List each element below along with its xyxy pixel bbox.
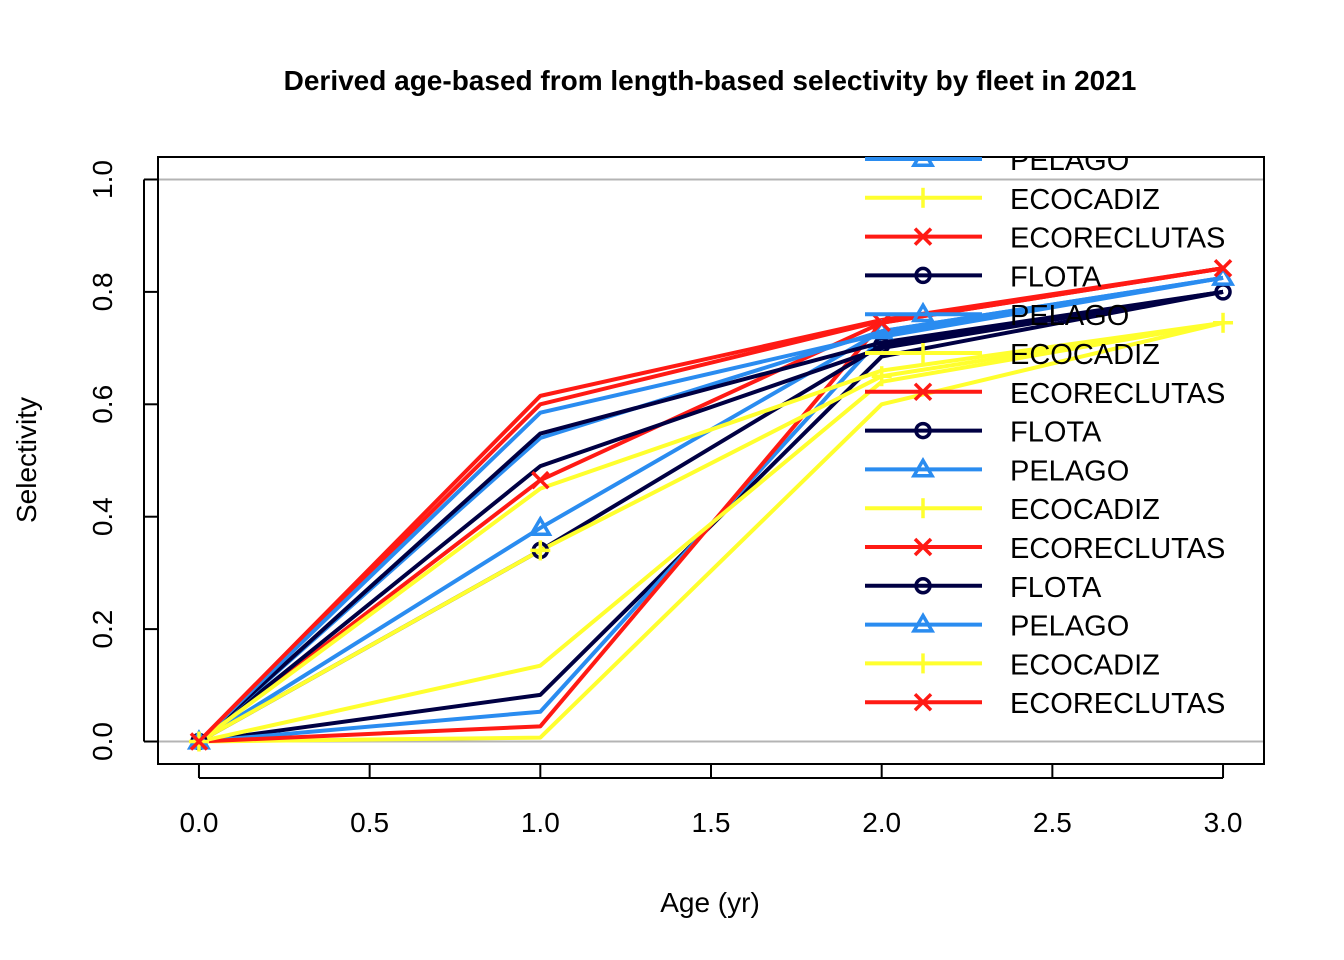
point-ecoreclutas-1 bbox=[531, 470, 550, 490]
point-pelago-1 bbox=[528, 515, 553, 536]
legend-item-ecoreclutas: ECORECLUTAS bbox=[865, 533, 1225, 565]
legend-label: ECORECLUTAS bbox=[1010, 533, 1225, 565]
legend-label: ECORECLUTAS bbox=[1010, 378, 1225, 410]
series-line-13-pelago bbox=[197, 275, 1224, 743]
y-tick-label: 0.4 bbox=[87, 497, 118, 536]
legend-label: ECOCADIZ bbox=[1010, 649, 1160, 681]
legend: PELAGO ECOCADIZ ECORECLUTAS FLOTA PELAGO ECOC… bbox=[865, 145, 1225, 720]
legend-marker-cross bbox=[913, 227, 933, 246]
legend-label: ECOCADIZ bbox=[1010, 494, 1160, 526]
legend-marker-triangle bbox=[910, 157, 936, 168]
legend-item-ecocadiz: ECOCADIZ bbox=[865, 184, 1160, 216]
legend-label: ECOCADIZ bbox=[1010, 184, 1160, 216]
y-axis: 0.0 0.2 0.4 0.6 0.8 1.0 bbox=[87, 160, 158, 761]
legend-marker-plus bbox=[913, 498, 933, 519]
legend-item-ecocadiz: ECOCADIZ bbox=[865, 649, 1160, 681]
legend-label: PELAGO bbox=[1010, 300, 1129, 332]
legend-label: ECOCADIZ bbox=[1010, 339, 1160, 371]
y-tick-label: 0.2 bbox=[87, 610, 118, 649]
legend-marker-cross bbox=[913, 692, 933, 712]
point-pelago-3 bbox=[1210, 265, 1236, 286]
x-tick-label: 1.0 bbox=[521, 807, 560, 838]
legend-item-ecoreclutas: ECORECLUTAS bbox=[865, 223, 1225, 255]
legend-marker-triangle bbox=[910, 612, 936, 633]
series-line-14-ecocadiz bbox=[197, 320, 1224, 744]
y-tick-label: 0.8 bbox=[87, 272, 118, 311]
point-ecocadiz-2 bbox=[871, 366, 892, 387]
series-line-10-ecocadiz bbox=[198, 320, 1224, 744]
legend-marker-plus bbox=[913, 653, 933, 674]
series-line-2-ecocadiz bbox=[198, 320, 1224, 744]
x-tick-label: 3.0 bbox=[1204, 807, 1243, 838]
legend-item-ecocadiz: ECOCADIZ bbox=[865, 339, 1160, 371]
legend-marker-triangle bbox=[910, 301, 936, 323]
series-line-12-flota bbox=[197, 289, 1224, 744]
point-ecoreclutas-0 bbox=[189, 732, 209, 751]
legend-item-flota: FLOTA bbox=[865, 417, 1102, 449]
x-axis: 0.0 0.5 1.0 1.5 2.0 2.5 3.0 bbox=[179, 764, 1243, 838]
point-ecoreclutas-2 bbox=[872, 313, 891, 333]
legend-label: FLOTA bbox=[1010, 417, 1102, 449]
x-tick-label: 0.0 bbox=[179, 807, 218, 838]
legend-label: ECORECLUTAS bbox=[1010, 223, 1225, 255]
series-line-6-ecocadiz bbox=[197, 320, 1224, 744]
y-axis-label: Selectivity bbox=[11, 397, 42, 523]
chart-title: Derived age-based from length-based sele… bbox=[284, 65, 1137, 96]
plot-area bbox=[158, 178, 1264, 752]
point-ecoreclutas-3 bbox=[1213, 259, 1233, 278]
legend-label: PELAGO bbox=[1010, 611, 1129, 643]
point-pelago-2 bbox=[869, 318, 894, 340]
legend-item-flota: FLOTA bbox=[865, 261, 1102, 293]
point-ecocadiz-1 bbox=[530, 540, 551, 561]
legend-item-ecoreclutas: ECORECLUTAS bbox=[865, 688, 1225, 720]
legend-marker-circle bbox=[914, 577, 932, 595]
y-tick-label: 1.0 bbox=[87, 160, 118, 199]
legend-item-pelago: PELAGO bbox=[865, 611, 1129, 643]
legend-item-pelago: PELAGO bbox=[865, 145, 1129, 177]
legend-item-pelago: PELAGO bbox=[865, 455, 1129, 487]
legend-label: PELAGO bbox=[1010, 145, 1129, 177]
series-line-15-ecoreclutas bbox=[197, 266, 1224, 743]
legend-item-pelago: PELAGO bbox=[865, 300, 1129, 332]
legend-label: FLOTA bbox=[1010, 261, 1102, 293]
legend-item-ecocadiz: ECOCADIZ bbox=[865, 494, 1160, 526]
legend-label: FLOTA bbox=[1010, 572, 1102, 604]
x-tick-label: 2.0 bbox=[862, 807, 901, 838]
legend-marker-plus bbox=[913, 343, 933, 363]
legend-entries: PELAGO ECOCADIZ ECORECLUTAS FLOTA PELAGO ECOC… bbox=[865, 145, 1225, 720]
y-tick-label: 0.6 bbox=[87, 385, 118, 424]
legend-label: ECORECLUTAS bbox=[1010, 688, 1225, 720]
series-line-8-flota bbox=[197, 289, 1224, 744]
x-axis-label: Age (yr) bbox=[660, 887, 760, 918]
x-tick-label: 2.5 bbox=[1033, 807, 1072, 838]
legend-label: PELAGO bbox=[1010, 455, 1129, 487]
point-ecocadiz-3 bbox=[1213, 312, 1234, 333]
x-tick-label: 1.5 bbox=[692, 807, 731, 838]
y-tick-label: 0.0 bbox=[87, 722, 118, 761]
legend-item-ecoreclutas: ECORECLUTAS bbox=[865, 378, 1225, 410]
legend-marker-triangle bbox=[910, 456, 936, 478]
legend-marker-cross bbox=[913, 537, 933, 557]
legend-marker-circle bbox=[914, 266, 932, 285]
x-tick-label: 0.5 bbox=[350, 807, 389, 838]
legend-item-flota: FLOTA bbox=[865, 572, 1102, 604]
plot-inner bbox=[158, 178, 1264, 752]
legend-marker-plus bbox=[913, 187, 933, 208]
legend-marker-circle bbox=[914, 421, 932, 440]
legend-marker-cross bbox=[913, 382, 933, 402]
